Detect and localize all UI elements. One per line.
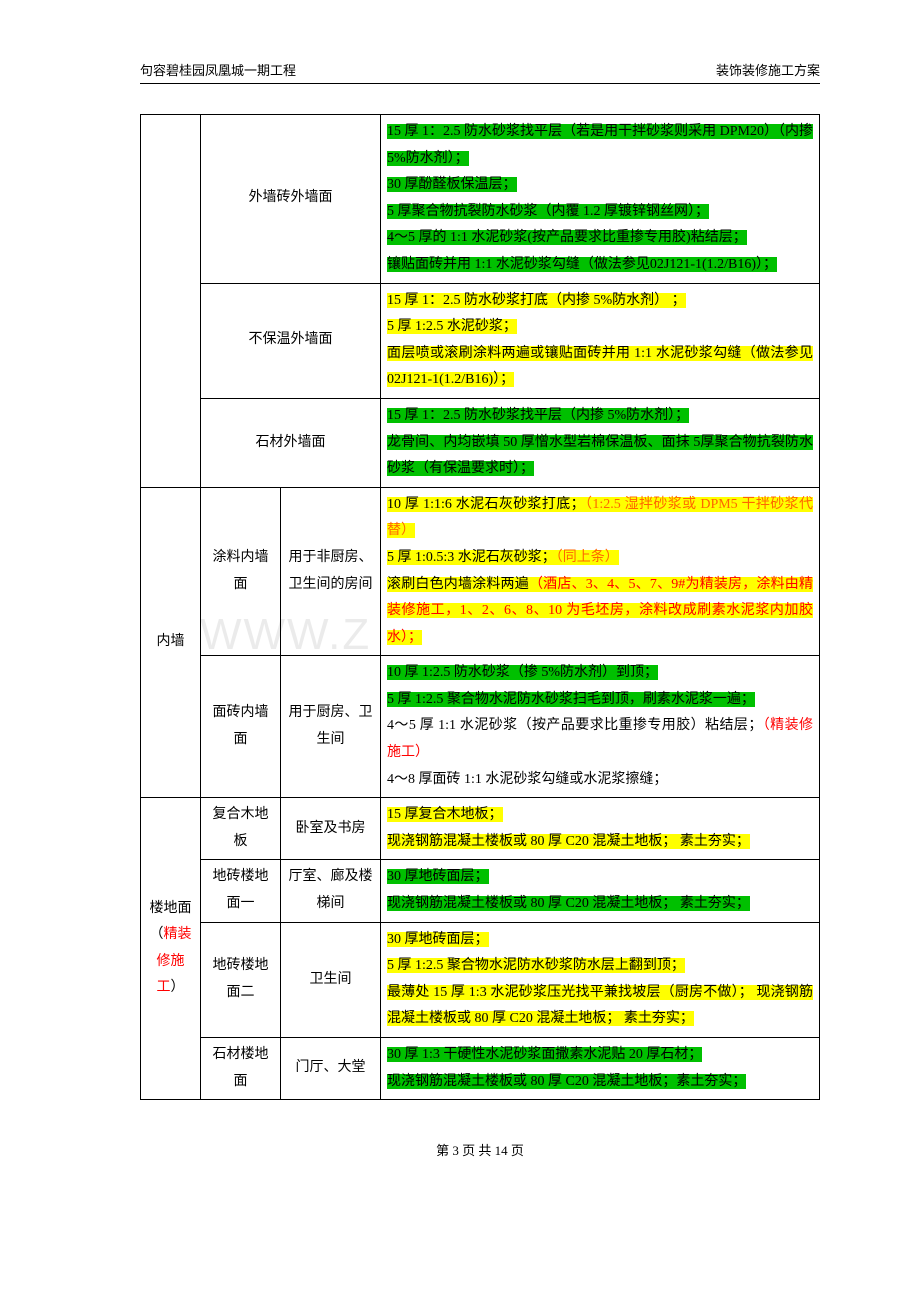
construction-table: 外墙砖外墙面 15 厚 1：2.5 防水砂浆找平层（若是用干拌砂浆则采用 DPM…: [140, 114, 820, 1100]
table-row: 内墙 涂料内墙面 用于非厨房、卫生间的房间 10 厚 1:1:6 水泥石灰砂浆打…: [141, 487, 820, 656]
page-header: 句容碧桂园凤凰城一期工程 装饰装修施工方案: [140, 60, 820, 84]
cell-desc: 15 厚复合木地板； 现浇钢筋混凝土楼板或 80 厚 C20 混凝土地板； 素土…: [381, 798, 820, 860]
header-left: 句容碧桂园凤凰城一期工程: [140, 60, 296, 79]
cell-type: 面砖内墙面: [201, 656, 281, 798]
header-right: 装饰装修施工方案: [716, 60, 820, 79]
cell-type: 涂料内墙面: [201, 487, 281, 656]
page-footer: 第 3 页 共 14 页: [140, 1140, 820, 1159]
cell-desc: 15 厚 1：2.5 防水砂浆打底（内掺 5%防水剂） ； 5 厚 1:2.5 …: [381, 283, 820, 398]
cell-type: 石材外墙面: [201, 398, 381, 487]
cell-type: 石材楼地面: [201, 1038, 281, 1100]
cell-desc: 10 厚 1:1:6 水泥石灰砂浆打底；（1:2.5 湿拌砂浆或 DPM5 干拌…: [381, 487, 820, 656]
cell-desc: 10 厚 1:2.5 防水砂浆（掺 5%防水剂）到顶； 5 厚 1:2.5 聚合…: [381, 656, 820, 798]
cell-desc: 15 厚 1：2.5 防水砂浆找平层（内掺 5%防水剂）； 龙骨间、内均嵌填 5…: [381, 398, 820, 487]
table-row: 地砖楼地面一 厅室、廊及楼梯间 30 厚地砖面层； 现浇钢筋混凝土楼板或 80 …: [141, 860, 820, 922]
cell-desc: 15 厚 1：2.5 防水砂浆找平层（若是用干拌砂浆则采用 DPM20）（内掺 …: [381, 115, 820, 284]
document-page: WWW.Z 句容碧桂园凤凰城一期工程 装饰装修施工方案 外墙砖外墙面 15 厚 …: [0, 0, 920, 1199]
cell-desc: 30 厚地砖面层； 5 厚 1:2.5 聚合物水泥防水砂浆防水层上翻到顶； 最薄…: [381, 922, 820, 1037]
cell-cat: 楼地面（精装修施工）: [141, 798, 201, 1100]
cell-type: 地砖楼地面一: [201, 860, 281, 922]
table-row: 面砖内墙面 用于厨房、卫生间 10 厚 1:2.5 防水砂浆（掺 5%防水剂）到…: [141, 656, 820, 798]
table-row: 石材楼地面 门厅、大堂 30 厚 1:3 干硬性水泥砂浆面撒素水泥贴 20 厚石…: [141, 1038, 820, 1100]
cell-desc: 30 厚地砖面层； 现浇钢筋混凝土楼板或 80 厚 C20 混凝土地板； 素土夯…: [381, 860, 820, 922]
table-row: 石材外墙面 15 厚 1：2.5 防水砂浆找平层（内掺 5%防水剂）； 龙骨间、…: [141, 398, 820, 487]
cell-scope: 用于非厨房、卫生间的房间: [281, 487, 381, 656]
cell-scope: 厅室、廊及楼梯间: [281, 860, 381, 922]
cell-cat: 内墙: [141, 487, 201, 798]
cell-scope: 卫生间: [281, 922, 381, 1037]
cell-type: 不保温外墙面: [201, 283, 381, 398]
cell-scope: 门厅、大堂: [281, 1038, 381, 1100]
cell-desc: 30 厚 1:3 干硬性水泥砂浆面撒素水泥贴 20 厚石材； 现浇钢筋混凝土楼板…: [381, 1038, 820, 1100]
table-row: 不保温外墙面 15 厚 1：2.5 防水砂浆打底（内掺 5%防水剂） ； 5 厚…: [141, 283, 820, 398]
cell-type: 外墙砖外墙面: [201, 115, 381, 284]
cell-scope: 卧室及书房: [281, 798, 381, 860]
table-row: 外墙砖外墙面 15 厚 1：2.5 防水砂浆找平层（若是用干拌砂浆则采用 DPM…: [141, 115, 820, 284]
cell-cat: [141, 115, 201, 488]
table-row: 地砖楼地面二 卫生间 30 厚地砖面层； 5 厚 1:2.5 聚合物水泥防水砂浆…: [141, 922, 820, 1037]
table-row: 楼地面（精装修施工） 复合木地板 卧室及书房 15 厚复合木地板； 现浇钢筋混凝…: [141, 798, 820, 860]
cell-type: 地砖楼地面二: [201, 922, 281, 1037]
cell-type: 复合木地板: [201, 798, 281, 860]
cell-scope: 用于厨房、卫生间: [281, 656, 381, 798]
